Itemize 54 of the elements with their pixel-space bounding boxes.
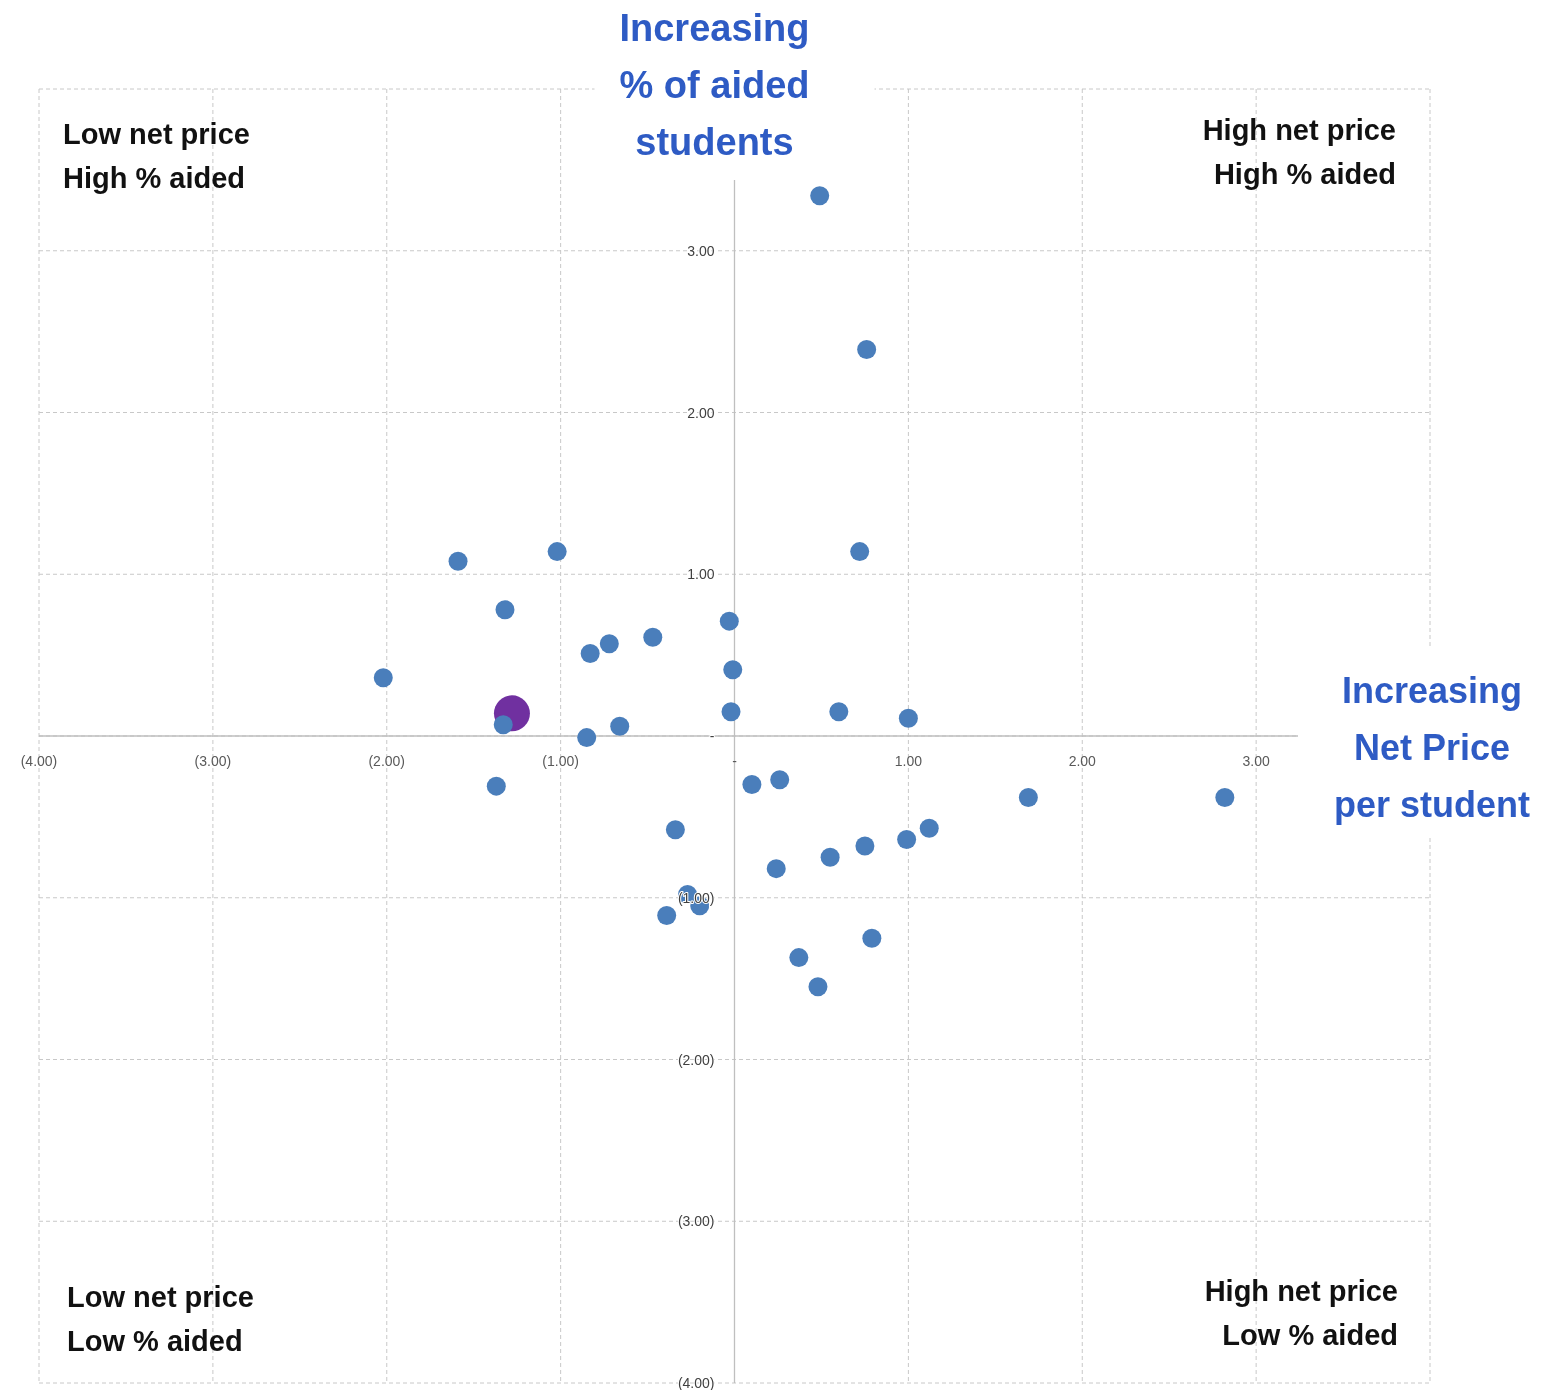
point	[723, 660, 743, 680]
annotation: High net price Low % aided	[1204, 1275, 1398, 1351]
y-tick-label: (4.00)	[677, 1375, 715, 1390]
point	[862, 928, 882, 948]
y-axis-title: Increasing % of aided students	[619, 7, 810, 163]
point	[719, 611, 739, 631]
x-tick-label: (3.00)	[194, 753, 232, 769]
y-tick-label: 3.00	[687, 242, 715, 259]
point	[547, 542, 567, 562]
point	[857, 339, 877, 359]
annotation: Low net price High % aided	[63, 118, 250, 194]
point	[495, 600, 515, 620]
point	[373, 668, 393, 688]
point	[665, 820, 685, 840]
x-tick-label: (2.00)	[368, 753, 406, 769]
x-tick-label: 3.00	[1242, 753, 1270, 769]
annotation: Low net price Low % aided	[67, 1281, 254, 1357]
y-tick-label: -	[709, 728, 715, 744]
point	[810, 186, 830, 206]
point	[766, 859, 786, 879]
point	[789, 948, 809, 968]
y-tick-label: (3.00)	[677, 1213, 715, 1230]
point	[829, 702, 849, 722]
point	[850, 542, 870, 562]
x-tick-label: (4.00)	[20, 753, 58, 769]
point	[610, 716, 630, 736]
point	[657, 906, 677, 926]
point	[599, 634, 619, 654]
x-tick-label: (1.00)	[542, 753, 579, 769]
y-tick-label: 1.00	[687, 566, 715, 583]
point	[919, 818, 939, 838]
x-tick-label: -	[732, 753, 738, 769]
point	[898, 708, 918, 728]
y-tick-label: (2.00)	[677, 1051, 715, 1068]
x-tick-label: 2.00	[1068, 753, 1097, 769]
x-tick-label: 1.00	[894, 753, 923, 769]
point	[1018, 787, 1038, 807]
point	[820, 847, 840, 867]
point	[643, 627, 663, 647]
point	[897, 830, 917, 850]
point	[808, 977, 828, 997]
point	[486, 776, 506, 796]
x-axis-title: Increasing Net Price per student	[1333, 670, 1531, 825]
point	[577, 728, 597, 748]
point	[855, 836, 875, 856]
point	[721, 702, 741, 722]
y-tick-label: 2.00	[687, 404, 715, 421]
annotation: High net price High % aided	[1202, 114, 1396, 190]
point	[448, 551, 468, 571]
point	[580, 644, 600, 664]
point	[1215, 787, 1235, 807]
point	[770, 770, 790, 790]
point	[742, 775, 762, 795]
point	[493, 715, 513, 735]
